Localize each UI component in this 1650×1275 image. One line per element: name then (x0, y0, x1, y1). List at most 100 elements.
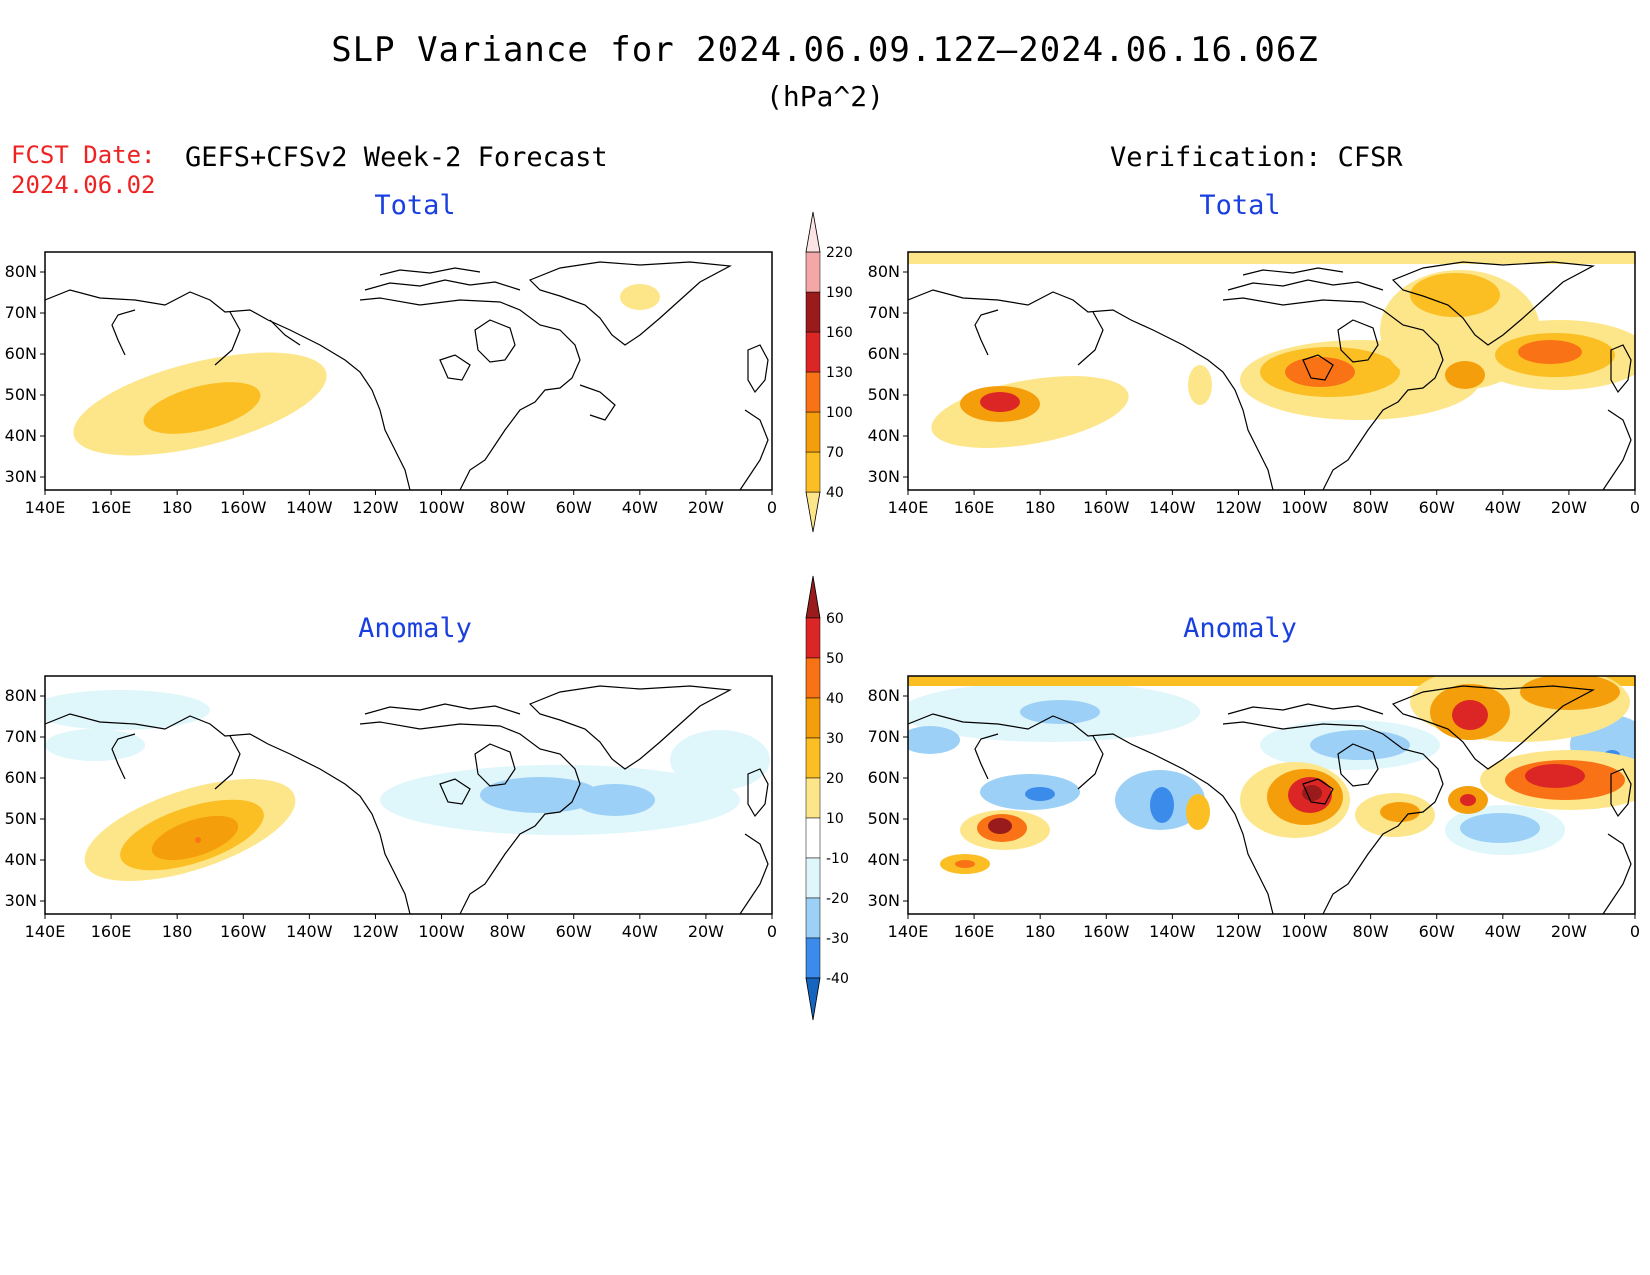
forecast-total-lon-label: 0 (767, 498, 777, 517)
verif-anomaly-lat-label: 50N (868, 809, 900, 828)
forecast-anomaly-lat-label: 50N (5, 809, 37, 828)
forecast-anomaly-title: Anomaly (358, 613, 472, 644)
forecast-total-lon-label: 80W (490, 498, 526, 517)
forecast-anomaly-lon-label: 80W (490, 922, 526, 941)
forecast-anomaly-lat-label: 70N (5, 727, 37, 746)
fcst-label: FCST Date: (11, 141, 156, 169)
verif-total-lat-label: 40N (868, 426, 900, 445)
total-colorbar-high-arrow (805, 211, 821, 253)
anomaly-colorbar-swatch (805, 817, 821, 859)
verif-total-lon-label: 20W (1551, 498, 1587, 517)
forecast-total-shading (73, 284, 660, 456)
forecast-total-lat-label: 30N (5, 467, 37, 486)
total-colorbar-low-arrow (805, 491, 821, 533)
verif-anomaly-lon-label: 140W (1149, 922, 1196, 941)
total-colorbar-swatch (805, 371, 821, 413)
anomaly-colorbar-swatch (805, 657, 821, 699)
verif-total-lat-label: 80N (868, 262, 900, 281)
forecast-anomaly-lon-label: 140W (286, 922, 333, 941)
forecast-total-frame (44, 251, 773, 491)
forecast-anomaly-frame (44, 675, 773, 915)
forecast-anomaly-lon-label: 160W (220, 922, 267, 941)
forecast-total-lon-label: 120W (352, 498, 399, 517)
total-colorbar-label: 220 (826, 245, 853, 261)
units-label: (hPa^2) (765, 80, 884, 113)
total-colorbar-label: 190 (826, 285, 853, 301)
forecast-total-lat-label: 40N (5, 426, 37, 445)
forecast-anomaly-lon-label: 0 (767, 922, 777, 941)
forecast-total-lon-label: 20W (688, 498, 724, 517)
forecast-anomaly-lon-label: 140E (25, 922, 66, 941)
forecast-total-lon-label: 60W (556, 498, 592, 517)
forecast-anomaly-lon-label: 160E (91, 922, 132, 941)
anomaly-colorbar-high-arrow (805, 575, 821, 619)
verif-anomaly-lat-label: 70N (868, 727, 900, 746)
verif-total-title: Total (1199, 190, 1281, 221)
total-colorbar-swatch (805, 331, 821, 373)
verif-anomaly-lon-label: 0 (1630, 922, 1640, 941)
forecast-total-lon-label: 40W (622, 498, 658, 517)
verif-total-lat-label: 60N (868, 344, 900, 363)
forecast-total-lon-label: 140W (286, 498, 333, 517)
forecast-anomaly-lat-label: 80N (5, 686, 37, 705)
anomaly-colorbar-label: 10 (826, 811, 844, 827)
anomaly-colorbar-swatch (805, 617, 821, 659)
verif-anomaly-lat-label: 30N (868, 891, 900, 910)
anomaly-colorbar-label: 20 (826, 771, 844, 787)
verif-total-lon-label: 60W (1419, 498, 1455, 517)
forecast-total-lon-label: 160E (91, 498, 132, 517)
axis-labels: 80N 70N 60N 50N 40N 30N 140E 160E 180 160W 140W 120… (5, 262, 1640, 941)
anomaly-colorbar-low-arrow (805, 977, 821, 1021)
total-colorbar-swatch (805, 251, 821, 293)
anomaly-colorbar-swatch (805, 777, 821, 819)
forecast-anomaly-lon-label: 20W (688, 922, 724, 941)
verif-anomaly-title: Anomaly (1183, 613, 1297, 644)
total-colorbar-label: 40 (826, 485, 844, 501)
anomaly-colorbar-label: 30 (826, 731, 844, 747)
verification-header: Verification: CFSR (1110, 142, 1403, 173)
verif-total-lon-label: 160W (1083, 498, 1130, 517)
total-colorbar-swatch (805, 411, 821, 453)
forecast-anomaly-lon-label: 100W (418, 922, 465, 941)
verif-anomaly-frame (907, 675, 1636, 915)
verif-total-lon-label: 40W (1485, 498, 1521, 517)
forecast-anomaly-coastlines (45, 685, 769, 914)
anomaly-colorbar-swatch (805, 937, 821, 979)
anomaly-colorbar-swatch (805, 737, 821, 779)
verif-anomaly-lon-label: 140E (888, 922, 929, 941)
verif-total-lon-label: 140W (1149, 498, 1196, 517)
forecast-anomaly-shading (45, 690, 770, 882)
anomaly-colorbar-swatch (805, 857, 821, 899)
verif-total-map (907, 251, 1636, 491)
forecast-total-lat-label: 60N (5, 344, 37, 363)
verif-total-lon-label: 160E (954, 498, 995, 517)
total-colorbar-label: 70 (826, 445, 844, 461)
verif-anomaly-lon-label: 120W (1215, 922, 1262, 941)
forecast-anomaly-lon-label: 120W (352, 922, 399, 941)
chart-title: SLP Variance for 2024.06.09.12Z–2024.06.… (331, 30, 1319, 70)
anomaly-colorbar: 60 50 40 30 20 10 -10 -20 -30 -40 (805, 575, 849, 1021)
verif-anomaly-lon-label: 160E (954, 922, 995, 941)
fcst-date: 2024.06.02 (11, 171, 156, 199)
forecast-anomaly-lat-label: 40N (5, 850, 37, 869)
forecast-anomaly-lat-label: 30N (5, 891, 37, 910)
total-colorbar-swatch (805, 451, 821, 493)
forecast-total-lon-label: 140E (25, 498, 66, 517)
anomaly-colorbar-label: 60 (826, 611, 844, 627)
verif-total-shading (908, 252, 1635, 448)
forecast-total-lon-label: 160W (220, 498, 267, 517)
verif-anomaly-coastlines (908, 685, 1632, 914)
verif-anomaly-lon-label: 100W (1281, 922, 1328, 941)
verif-anomaly-lon-label: 60W (1419, 922, 1455, 941)
forecast-total-lat-label: 80N (5, 262, 37, 281)
fcst-date-block: FCST Date: 2024.06.02 (11, 140, 156, 200)
verif-anomaly-lon-label: 80W (1353, 922, 1389, 941)
verif-total-lat-label: 70N (868, 303, 900, 322)
anomaly-colorbar-swatch (805, 897, 821, 939)
verif-anomaly-lat-label: 60N (868, 768, 900, 787)
verif-total-lat-label: 50N (868, 385, 900, 404)
verif-total-lon-label: 0 (1630, 498, 1640, 517)
forecast-total-lon-label: 100W (418, 498, 465, 517)
verif-total-lon-label: 120W (1215, 498, 1262, 517)
